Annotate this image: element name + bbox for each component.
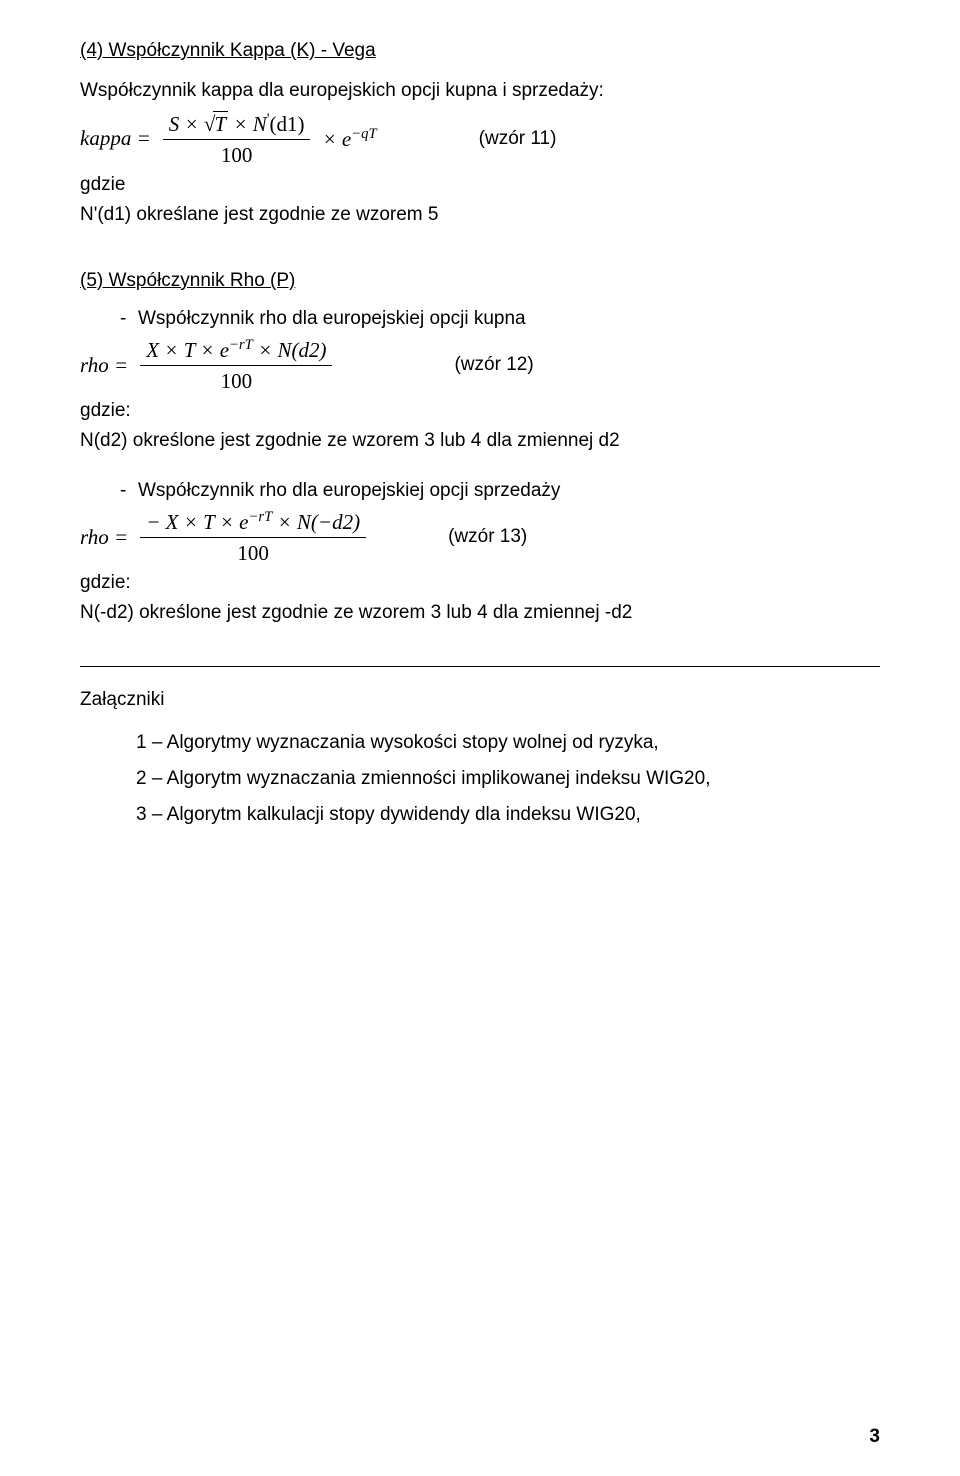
formula2-fraction: − X × T × e−rT × N(−d2) 100 <box>140 508 366 567</box>
f2-num-b: × N(−d2) <box>272 510 360 534</box>
tail-sup: −qT <box>351 126 376 142</box>
f2-num-a: − X × T × e <box>146 510 248 534</box>
tail-base: × e <box>322 127 351 151</box>
attachments-title: Załączniki <box>80 689 880 711</box>
section4-intro: Współczynnik kappa dla europejskich opcj… <box>80 78 880 104</box>
formula2-denominator: 100 <box>231 538 275 566</box>
divider <box>80 666 880 667</box>
attachment-item-2: 2 – Algorytm wyznaczania zmienności impl… <box>136 761 880 797</box>
section5-heading: (5) Współczynnik Rho (Ρ) <box>80 270 880 292</box>
formula-lhs: kappa = <box>80 126 151 151</box>
section5-note2: N(-d2) określone jest zgodnie ze wzorem … <box>80 600 880 626</box>
section5-note1: N(d2) określone jest zgodnie ze wzorem 3… <box>80 428 880 454</box>
attachments-list: 1 – Algorytmy wyznaczania wysokości stop… <box>136 725 880 833</box>
section5-wzor2: (wzór 13) <box>448 526 527 548</box>
section5-formula1: rho = X × T × e−rT × N(d2) 100 (wzór 12) <box>80 336 880 395</box>
formula2-lhs: rho = <box>80 525 128 550</box>
spacer <box>80 460 880 472</box>
section4-note: N'(d1) określane jest zgodnie ze wzorem … <box>80 202 880 228</box>
bullet2-text: Współczynnik rho dla europejskiej opcji … <box>138 480 560 501</box>
section5-gdzie1: gdzie: <box>80 400 880 422</box>
f1-num-a: X × T × e <box>146 338 229 362</box>
page-number: 3 <box>869 1426 880 1448</box>
attachment-item-3: 3 – Algorytm kalkulacji stopy dywidendy … <box>136 797 880 833</box>
formula-denominator: 100 <box>215 140 259 168</box>
section5-wzor1: (wzór 12) <box>454 354 533 376</box>
bullet1-text: Współczynnik rho dla europejskiej opcji … <box>138 308 526 329</box>
f1-num-sup: −rT <box>229 337 253 353</box>
attachment-item-1: 1 – Algorytmy wyznaczania wysokości stop… <box>136 725 880 761</box>
section4-heading: (4) Współczynnik Kappa (Κ) - Vega <box>80 40 880 62</box>
f1-num-b: × N(d2) <box>253 338 327 362</box>
f2-num-sup: −rT <box>248 509 272 525</box>
section4-gdzie: gdzie <box>80 174 880 196</box>
num-post: × N <box>228 112 267 136</box>
formula-numerator: S × T × N'(d1) <box>163 110 311 140</box>
num-pre: S × <box>169 112 204 136</box>
formula-tail: × e−qT <box>322 126 376 152</box>
num-sqrt: T <box>213 111 228 136</box>
section4-wzor: (wzór 11) <box>479 128 557 150</box>
section4-formula: kappa = S × T × N'(d1) 100 × e−qT (wzór … <box>80 110 880 169</box>
section5-bullet1: -Współczynnik rho dla europejskiej opcji… <box>120 308 880 330</box>
dash-icon: - <box>120 308 138 330</box>
formula2-numerator: − X × T × e−rT × N(−d2) <box>140 508 366 538</box>
dash-icon: - <box>120 480 138 502</box>
formula1-fraction: X × T × e−rT × N(d2) 100 <box>140 336 332 395</box>
formula1-numerator: X × T × e−rT × N(d2) <box>140 336 332 366</box>
section5-formula2: rho = − X × T × e−rT × N(−d2) 100 (wzór … <box>80 508 880 567</box>
formula1-lhs: rho = <box>80 353 128 378</box>
formula1-denominator: 100 <box>215 366 259 394</box>
section5-gdzie2: gdzie: <box>80 572 880 594</box>
section5-bullet2: -Współczynnik rho dla europejskiej opcji… <box>120 480 880 502</box>
spacer <box>80 234 880 260</box>
page: (4) Współczynnik Kappa (Κ) - Vega Współc… <box>0 0 960 1476</box>
num-arg: (d1) <box>269 112 304 136</box>
sqrt-icon: T <box>204 111 228 137</box>
formula-fraction: S × T × N'(d1) 100 <box>163 110 311 169</box>
